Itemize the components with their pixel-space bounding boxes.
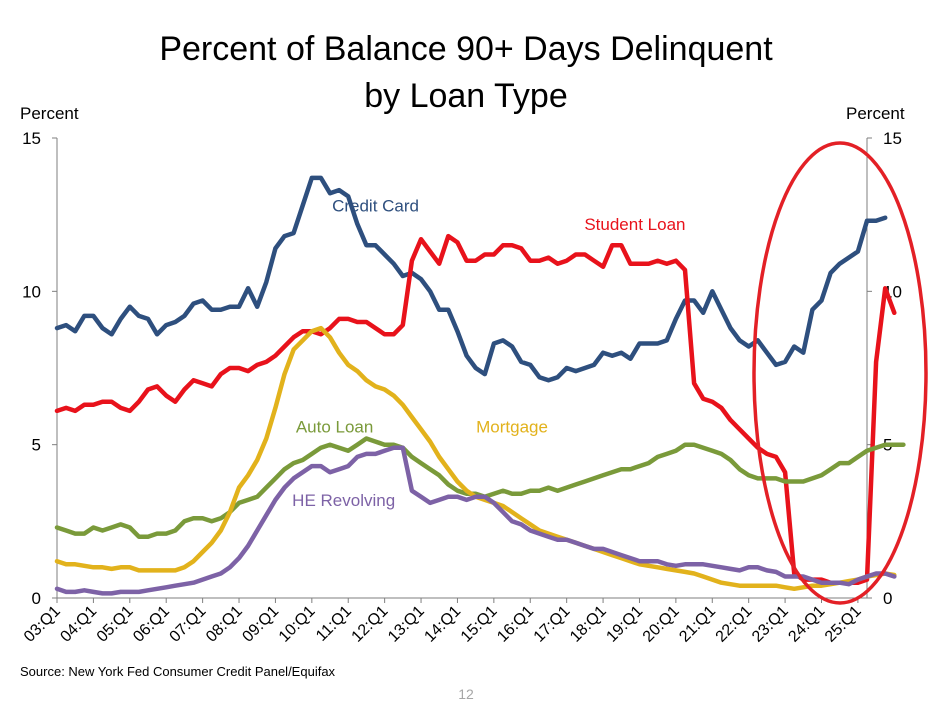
- series-line-credit-card: [54, 175, 888, 383]
- x-tick-label: 18:Q1: [567, 603, 610, 646]
- y-tick-label-left: 15: [22, 129, 41, 148]
- x-tick-label: 17:Q1: [531, 603, 574, 646]
- x-tick-label: 24:Q1: [785, 603, 828, 646]
- x-tick-label: 20:Q1: [640, 603, 683, 646]
- source-note: Source: New York Fed Consumer Credit Pan…: [20, 664, 336, 679]
- x-tick-label: 04:Q1: [57, 603, 100, 646]
- series-labels: Credit Card Student Loan Auto Loan Mortgage…: [292, 196, 685, 509]
- x-tick-label: 15:Q1: [458, 603, 501, 646]
- series-label-he-revolving: HE Revolving: [292, 491, 395, 510]
- x-tick-label: 23:Q1: [749, 603, 792, 646]
- x-tick-label: 19:Q1: [603, 603, 646, 646]
- page-number: 12: [458, 686, 474, 702]
- x-tick-label: 08:Q1: [203, 603, 246, 646]
- x-tick-label: 07:Q1: [167, 603, 210, 646]
- x-tick-label: 22:Q1: [713, 603, 756, 646]
- series-label-auto-loan: Auto Loan: [296, 417, 374, 436]
- x-tick-label: 11:Q1: [313, 603, 355, 645]
- y-axis-title-right: Percent: [846, 104, 905, 123]
- x-tick-label: 14:Q1: [421, 603, 464, 646]
- series-line-auto-loan: [54, 436, 906, 539]
- y-tick-label-left: 5: [32, 436, 41, 455]
- x-tick-label: 12:Q1: [349, 603, 392, 646]
- x-tick-label: 25:Q1: [822, 603, 865, 646]
- x-tick-label: 13:Q1: [385, 603, 428, 646]
- highlight-ellipse: [752, 141, 928, 605]
- series-line-student-loan: [54, 233, 897, 585]
- chart-title-line-1: Percent of Balance 90+ Days Delinquent: [159, 30, 773, 68]
- series-label-credit-card: Credit Card: [332, 196, 419, 215]
- series-line-he-revolving: [54, 445, 897, 596]
- x-tick-label: 09:Q1: [239, 603, 282, 646]
- series-label-student-loan: Student Loan: [584, 215, 685, 234]
- x-tick-label: 16:Q1: [494, 603, 537, 646]
- y-axis-title-left: Percent: [20, 104, 79, 123]
- x-tick-label: 21:Q1: [676, 603, 719, 646]
- y-tick-label-left: 10: [22, 282, 41, 301]
- y-tick-label-left: 0: [32, 589, 41, 608]
- x-tick-label: 03:Q1: [21, 603, 64, 646]
- x-tick-label: 06:Q1: [130, 603, 173, 646]
- x-tick-label: 05:Q1: [94, 603, 137, 646]
- x-tick-label: 10:Q1: [276, 603, 319, 646]
- series-label-mortgage: Mortgage: [476, 417, 548, 436]
- y-tick-label-right: 0: [883, 589, 892, 608]
- chart-title-line-2: by Loan Type: [364, 77, 568, 115]
- y-tick-label-right: 15: [883, 129, 902, 148]
